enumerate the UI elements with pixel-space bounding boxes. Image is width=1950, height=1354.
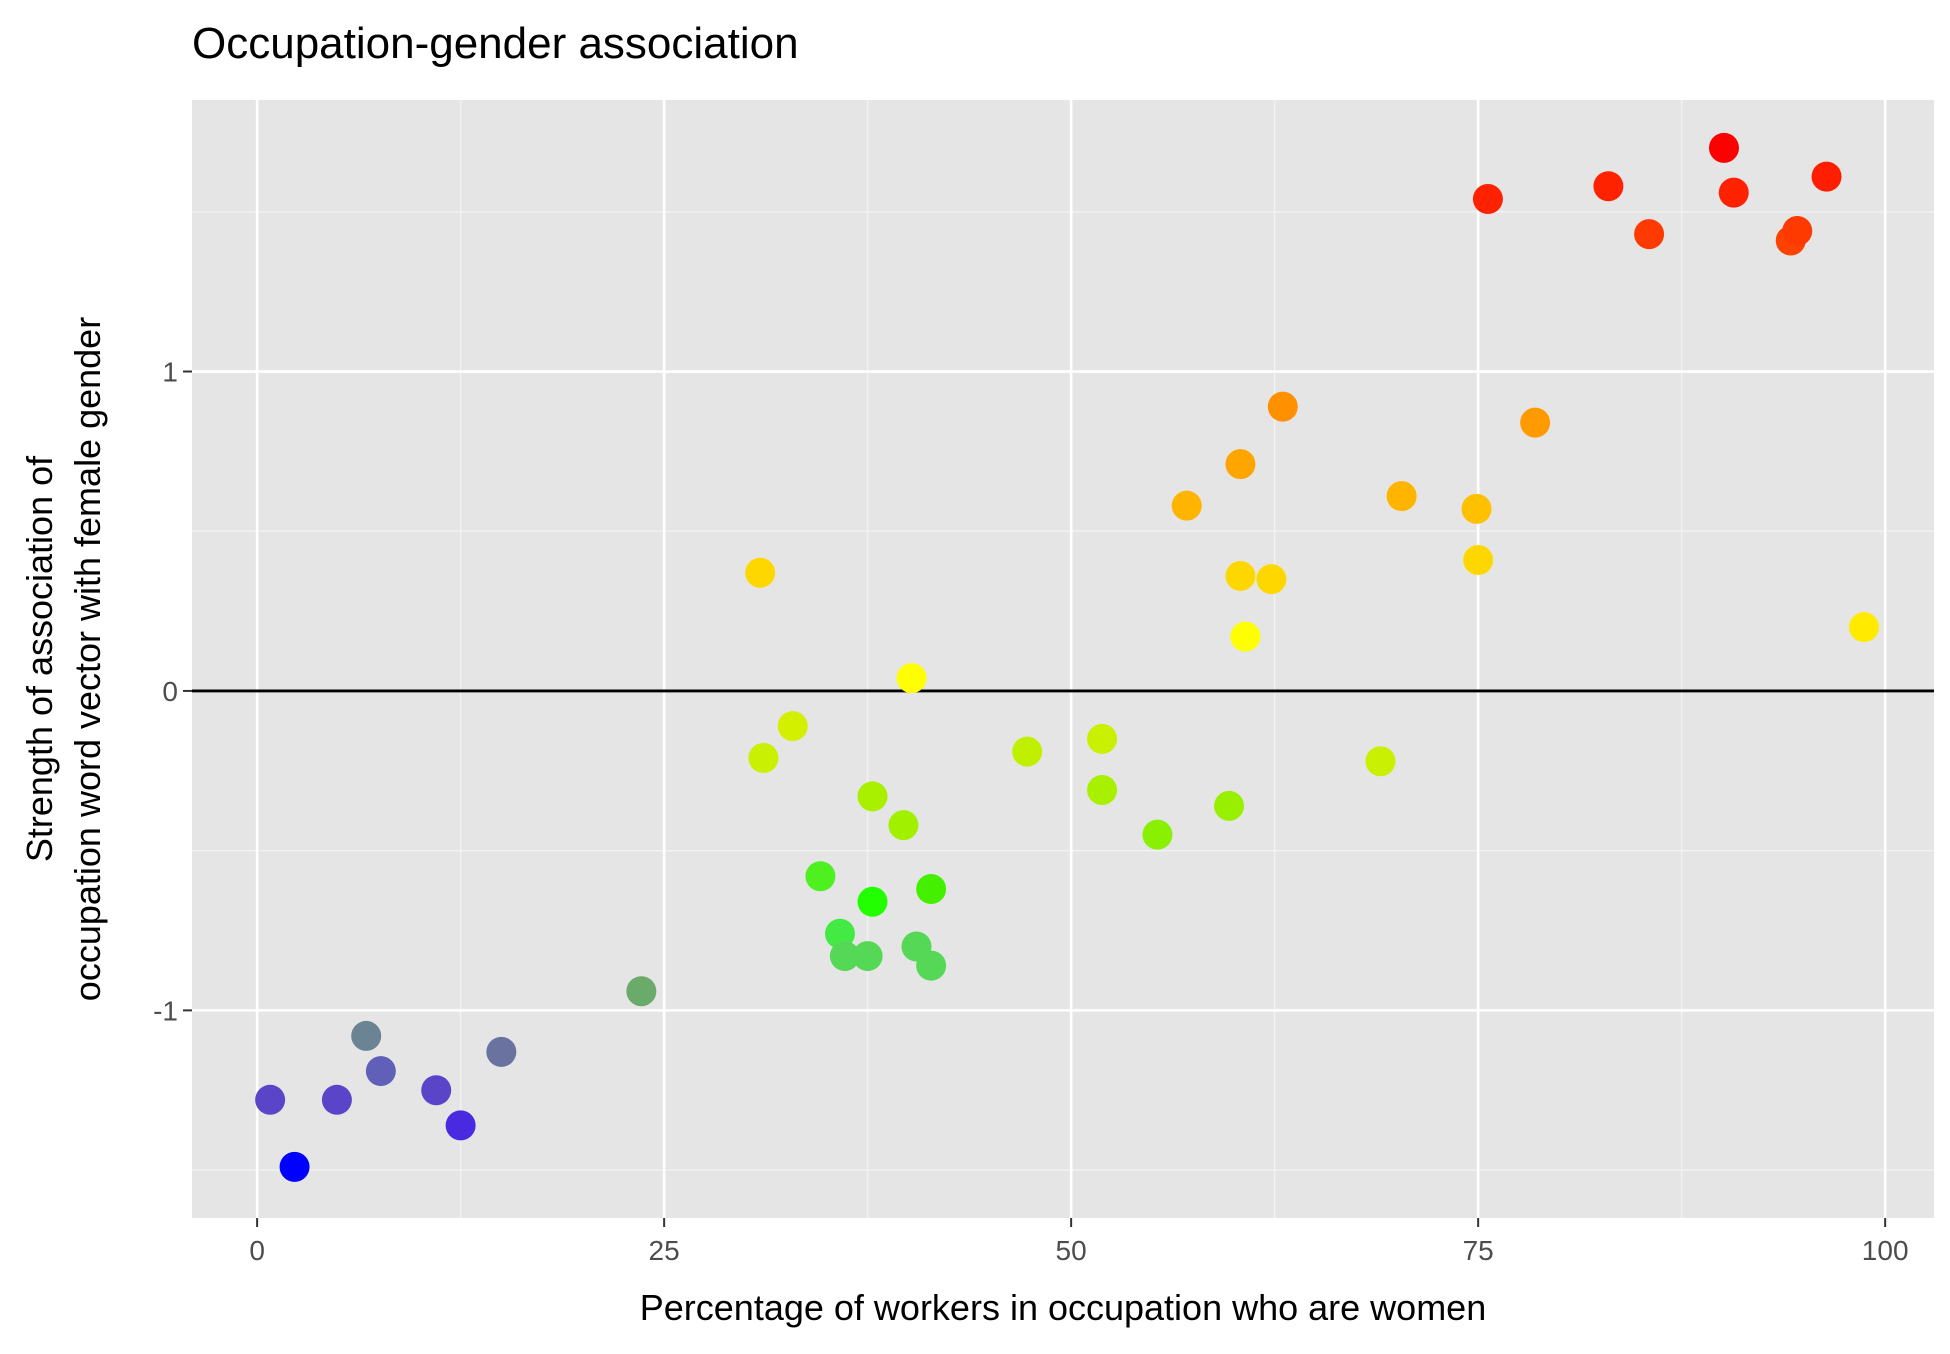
data-point xyxy=(1087,723,1118,754)
data-point xyxy=(365,1056,396,1087)
x-tick-label: 50 xyxy=(1056,1235,1087,1266)
data-point xyxy=(888,810,919,841)
x-tick-label: 75 xyxy=(1463,1235,1494,1266)
data-point xyxy=(351,1020,382,1051)
data-point xyxy=(1214,790,1245,821)
x-axis-title: Percentage of workers in occupation who … xyxy=(640,1287,1486,1328)
axis-ticks: 0 25 50 75 100 -1 0 1 xyxy=(153,357,1908,1266)
data-point xyxy=(1256,564,1287,595)
x-tick-label: 100 xyxy=(1862,1235,1909,1266)
data-point xyxy=(857,781,888,812)
data-point xyxy=(1848,612,1879,643)
plot-panel xyxy=(192,100,1934,1218)
data-point xyxy=(1386,481,1417,512)
grid-lines xyxy=(192,100,1934,1218)
data-point xyxy=(829,941,860,972)
data-point xyxy=(1225,560,1256,591)
data-point xyxy=(1593,171,1624,202)
data-point xyxy=(1267,391,1298,422)
data-point xyxy=(745,557,776,588)
data-point xyxy=(1365,746,1396,777)
data-point xyxy=(916,873,947,904)
data-point xyxy=(896,663,927,694)
data-point xyxy=(1171,490,1202,521)
data-point xyxy=(1472,184,1503,215)
data-point xyxy=(1230,621,1261,652)
y-axis-title-line-1: Strength of association of xyxy=(19,455,60,862)
data-point xyxy=(626,976,657,1007)
data-point xyxy=(1520,407,1551,438)
y-tick-label: 1 xyxy=(162,357,178,388)
data-point xyxy=(445,1110,476,1141)
y-tick-label: -1 xyxy=(153,995,178,1026)
data-point xyxy=(1461,493,1492,524)
data-points xyxy=(255,132,1879,1182)
data-point xyxy=(1463,544,1494,575)
x-tick-label: 0 xyxy=(249,1235,265,1266)
data-point xyxy=(255,1084,286,1115)
data-point xyxy=(1225,449,1256,480)
data-point xyxy=(805,861,836,892)
data-point xyxy=(1811,161,1842,192)
data-point xyxy=(1087,774,1118,805)
data-point xyxy=(777,711,808,742)
chart-title: Occupation-gender association xyxy=(192,19,799,68)
data-point xyxy=(1634,219,1665,250)
data-point xyxy=(824,918,855,949)
data-point xyxy=(1782,215,1813,246)
data-point xyxy=(486,1036,517,1067)
data-point xyxy=(857,886,888,917)
data-point xyxy=(1718,177,1749,208)
x-tick-label: 25 xyxy=(649,1235,680,1266)
data-point xyxy=(321,1084,352,1115)
data-point xyxy=(1012,736,1043,767)
data-point xyxy=(748,743,779,774)
y-axis-title-line-2: occupation word vector with female gende… xyxy=(67,317,108,1001)
data-point xyxy=(916,950,947,981)
y-tick-label: 0 xyxy=(162,676,178,707)
data-point xyxy=(421,1075,452,1106)
data-point xyxy=(1708,132,1739,163)
data-point xyxy=(852,941,883,972)
data-point xyxy=(279,1151,310,1182)
data-point xyxy=(1142,819,1173,850)
